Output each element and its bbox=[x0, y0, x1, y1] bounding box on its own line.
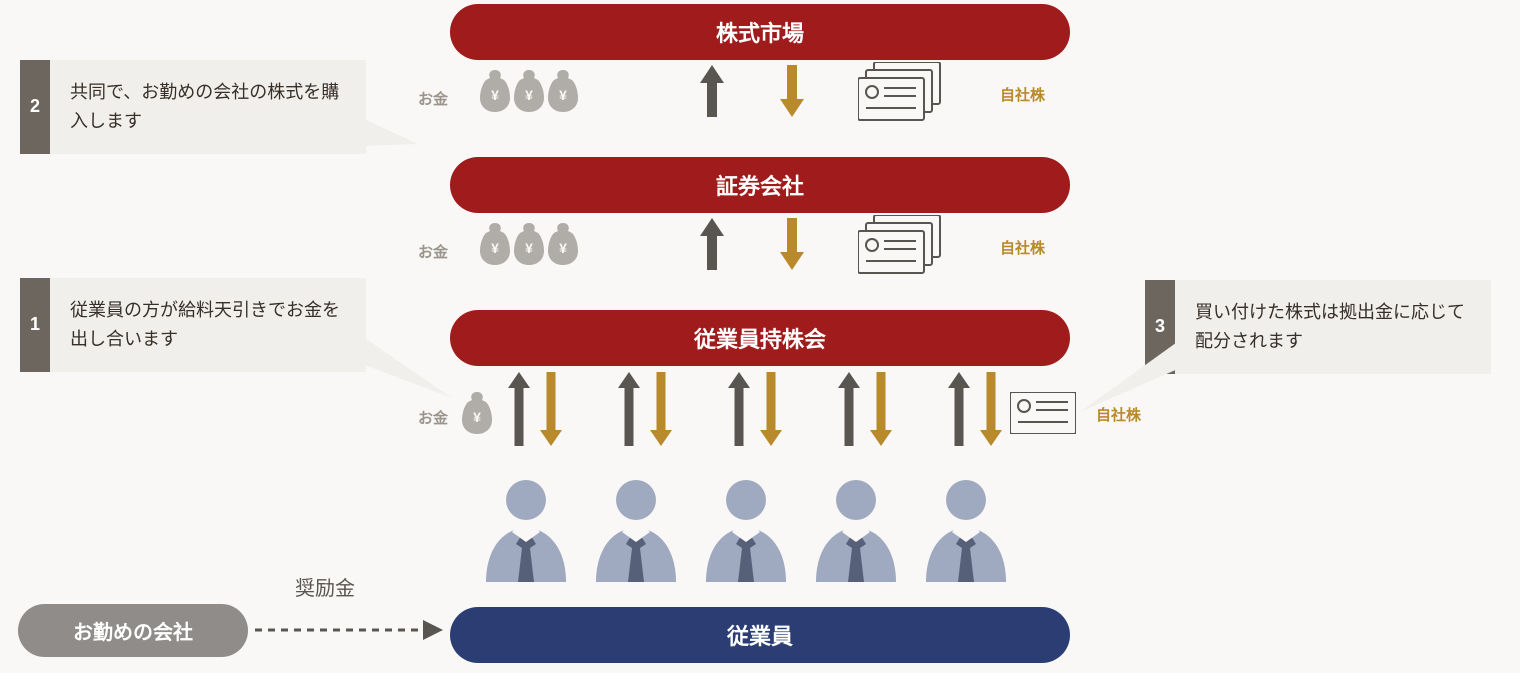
arrow-pair-5-up bbox=[948, 372, 970, 446]
pill-employees: 従業員 bbox=[450, 607, 1070, 663]
callout-3-pointer bbox=[1080, 340, 1180, 420]
moneybags-row2 bbox=[480, 223, 580, 267]
arrow-up-row2 bbox=[700, 218, 724, 270]
arrow-pair-4-up bbox=[838, 372, 860, 446]
pill-company: お勤めの会社 bbox=[18, 604, 248, 657]
money-label-row1: お金 bbox=[418, 88, 448, 109]
callout-2: 2 共同で、お勤めの会社の株式を購入します bbox=[50, 60, 366, 154]
money-label-row2: お金 bbox=[418, 241, 448, 262]
callout-3-text: 買い付けた株式は拠出金に応じて配分されます bbox=[1195, 302, 1465, 351]
arrow-pair-2-down bbox=[650, 372, 672, 446]
pill-stock-market: 株式市場 bbox=[450, 4, 1070, 60]
callout-1-pointer bbox=[362, 336, 452, 406]
pill-company-label: お勤めの会社 bbox=[73, 622, 193, 644]
pill-employee-stock-association-label: 従業員持株会 bbox=[694, 327, 826, 352]
certs-row2 bbox=[858, 215, 944, 277]
arrow-pair-3-up bbox=[728, 372, 750, 446]
callout-2-pointer bbox=[362, 118, 418, 158]
callout-3: 3 買い付けた株式は拠出金に応じて配分されます bbox=[1175, 280, 1491, 374]
arrow-down-row2 bbox=[780, 218, 804, 270]
pill-securities-company: 証券会社 bbox=[450, 157, 1070, 213]
pill-securities-company-label: 証券会社 bbox=[716, 174, 804, 199]
employee-icon-4 bbox=[816, 478, 896, 588]
single-moneybag bbox=[462, 392, 492, 436]
certs-row1 bbox=[858, 62, 944, 124]
stock-label-row2: 自社株 bbox=[1000, 237, 1045, 258]
moneybags-row1 bbox=[480, 70, 580, 114]
pill-stock-market-label: 株式市場 bbox=[716, 21, 804, 46]
callout-1-number: 1 bbox=[20, 278, 50, 372]
callout-2-text: 共同で、お勤めの会社の株式を購入します bbox=[70, 82, 339, 131]
arrow-down-row1 bbox=[780, 65, 804, 117]
employee-icon-1 bbox=[486, 478, 566, 588]
arrow-pair-4-down bbox=[870, 372, 892, 446]
arrow-up-row1 bbox=[700, 65, 724, 117]
employee-icon-5 bbox=[926, 478, 1006, 588]
pill-employee-stock-association: 従業員持株会 bbox=[450, 310, 1070, 366]
pill-employees-label: 従業員 bbox=[727, 624, 793, 649]
arrow-pair-3-down bbox=[760, 372, 782, 446]
arrow-pair-2-up bbox=[618, 372, 640, 446]
callout-2-number: 2 bbox=[20, 60, 50, 154]
single-cert bbox=[1010, 392, 1076, 434]
callout-1-text: 従業員の方が給料天引きでお金を出し合います bbox=[70, 300, 340, 349]
arrow-pair-5-down bbox=[980, 372, 1002, 446]
arrow-pair-1-up bbox=[508, 372, 530, 446]
money-label-row3: お金 bbox=[418, 407, 448, 428]
incentive-label: 奨励金 bbox=[295, 572, 355, 601]
dashed-arrow-incentive bbox=[255, 618, 445, 642]
stock-label-row1: 自社株 bbox=[1000, 84, 1045, 105]
arrow-pair-1-down bbox=[540, 372, 562, 446]
employee-icon-3 bbox=[706, 478, 786, 588]
employee-icon-2 bbox=[596, 478, 676, 588]
callout-1: 1 従業員の方が給料天引きでお金を出し合います bbox=[50, 278, 366, 372]
